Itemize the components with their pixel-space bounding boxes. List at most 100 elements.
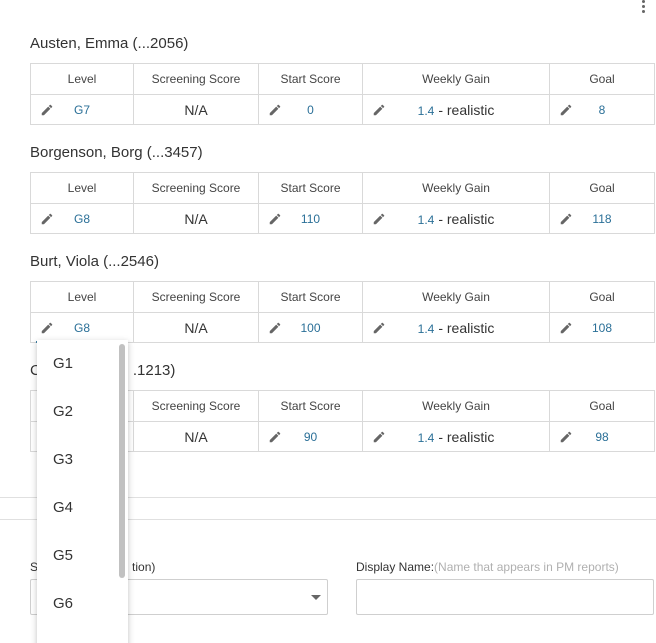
goal-cell[interactable]: 8 — [549, 94, 655, 125]
column-header-screening-score: Screening Score — [133, 390, 259, 422]
level-cell[interactable]: G7 — [30, 94, 134, 125]
weekly-gain-cell[interactable]: 1.4- realistic — [362, 312, 550, 343]
caret-down-icon[interactable] — [311, 595, 321, 600]
goal-value[interactable]: 118 — [592, 212, 612, 226]
goal-cell[interactable]: 118 — [549, 203, 655, 234]
dropdown-option-g3[interactable]: G3 — [53, 451, 74, 468]
pencil-icon[interactable] — [372, 430, 386, 444]
screening-score-value: N/A — [184, 210, 208, 227]
pencil-icon[interactable] — [559, 103, 573, 117]
pencil-icon[interactable] — [40, 103, 54, 117]
weekly-gain-suffix: - realistic — [438, 319, 495, 336]
pencil-icon[interactable] — [268, 430, 282, 444]
pencil-icon[interactable] — [372, 212, 386, 226]
weekly-gain-value[interactable]: 1.4 — [417, 103, 435, 118]
weekly-gain-suffix: - realistic — [438, 428, 495, 445]
table-header-row: Level Screening Score Start Score Weekly… — [30, 172, 655, 204]
column-header-screening-score: Screening Score — [133, 63, 259, 95]
section-divider — [0, 519, 656, 520]
level-cell-active[interactable]: G8 — [30, 312, 134, 343]
more-options-icon[interactable] — [638, 0, 650, 14]
goal-cell[interactable]: 98 — [549, 421, 655, 452]
start-score-cell[interactable]: 90 — [258, 421, 363, 452]
level-value[interactable]: G7 — [73, 103, 90, 117]
weekly-gain-cell[interactable]: 1.4- realistic — [362, 203, 550, 234]
column-header-weekly-gain: Weekly Gain — [362, 172, 550, 204]
section-divider — [0, 497, 656, 498]
column-header-start-score: Start Score — [258, 390, 363, 422]
pencil-icon[interactable] — [372, 103, 386, 117]
level-select-value[interactable]: G8 — [73, 321, 90, 335]
pencil-icon[interactable] — [268, 212, 282, 226]
start-score-value[interactable]: 0 — [307, 103, 314, 117]
column-header-weekly-gain: Weekly Gain — [362, 390, 550, 422]
dropdown-option-g4[interactable]: G4 — [53, 499, 74, 516]
screening-score-value: N/A — [184, 319, 208, 336]
weekly-gain-suffix: - realistic — [438, 101, 495, 118]
screening-score-cell: N/A — [133, 421, 259, 452]
screening-score-cell: N/A — [133, 312, 259, 343]
table-row: N/A 90 1.4- realistic 98 — [30, 421, 655, 452]
weekly-gain-suffix: - realistic — [438, 210, 495, 227]
student-name: Austen, Emma (...2056) — [30, 35, 189, 52]
dropdown-option-g6[interactable]: G6 — [53, 595, 74, 612]
display-name-hint: (Name that appears in PM reports) — [434, 560, 619, 574]
column-header-screening-score: Screening Score — [133, 172, 259, 204]
column-header-start-score: Start Score — [258, 63, 363, 95]
student-name-start: C — [30, 362, 41, 379]
pencil-icon[interactable] — [40, 212, 54, 226]
student-name: Burt, Viola (...2546) — [30, 253, 159, 270]
pencil-icon[interactable] — [559, 430, 573, 444]
column-header-level: Level — [30, 172, 134, 204]
screening-score-cell: N/A — [133, 94, 259, 125]
goal-value[interactable]: 98 — [595, 430, 609, 444]
display-name-input[interactable] — [356, 579, 654, 615]
display-name-label: Display Name:(Name that appears in PM re… — [356, 560, 619, 574]
column-header-goal: Goal — [549, 390, 655, 422]
weekly-gain-value[interactable]: 1.4 — [417, 430, 435, 445]
start-score-value[interactable]: 110 — [300, 212, 321, 226]
table-header-row: Level Screening Score Start Score Weekly… — [30, 281, 655, 313]
screening-score-value: N/A — [184, 428, 208, 445]
start-score-cell[interactable]: 0 — [258, 94, 363, 125]
table-row: G8 N/A 110 1.4- realistic 118 — [30, 203, 655, 234]
dropdown-option-g2[interactable]: G2 — [53, 403, 74, 420]
table-row: G7 N/A 0 1.4- realistic 8 — [30, 94, 655, 125]
column-header-start-score: Start Score — [258, 172, 363, 204]
weekly-gain-cell[interactable]: 1.4- realistic — [362, 421, 550, 452]
weekly-gain-value[interactable]: 1.4 — [417, 212, 435, 227]
dropdown-scrollbar[interactable] — [119, 344, 125, 578]
column-header-screening-score: Screening Score — [133, 281, 259, 313]
column-header-goal: Goal — [549, 172, 655, 204]
column-header-level: Level — [30, 63, 134, 95]
pencil-icon[interactable] — [40, 321, 54, 335]
level-cell[interactable]: G8 — [30, 203, 134, 234]
pencil-icon[interactable] — [372, 321, 386, 335]
screening-score-value: N/A — [184, 101, 208, 118]
level-dropdown-menu[interactable]: G1 G2 G3 G4 G5 G6 — [37, 340, 128, 643]
pencil-icon[interactable] — [268, 321, 282, 335]
goal-value[interactable]: 8 — [598, 103, 606, 117]
pencil-icon[interactable] — [559, 321, 573, 335]
start-score-cell[interactable]: 110 — [258, 203, 363, 234]
weekly-gain-cell[interactable]: 1.4- realistic — [362, 94, 550, 125]
goal-table: Level Screening Score Start Score Weekly… — [30, 63, 655, 125]
goal-value[interactable]: 108 — [591, 321, 613, 335]
dropdown-option-g1[interactable]: G1 — [53, 355, 74, 372]
pencil-icon[interactable] — [268, 103, 282, 117]
student-name-end: .1213) — [132, 362, 176, 379]
start-score-value[interactable]: 100 — [300, 321, 321, 335]
goal-cell[interactable]: 108 — [549, 312, 655, 343]
column-header-goal: Goal — [549, 63, 655, 95]
column-header-start-score: Start Score — [258, 281, 363, 313]
level-value[interactable]: G8 — [73, 212, 90, 226]
column-header-weekly-gain: Weekly Gain — [362, 63, 550, 95]
start-score-value[interactable]: 90 — [303, 430, 318, 444]
pencil-icon[interactable] — [559, 212, 573, 226]
weekly-gain-value[interactable]: 1.4 — [417, 321, 435, 336]
start-score-cell[interactable]: 100 — [258, 312, 363, 343]
table-row: G8 N/A 100 1.4- realistic 108 — [30, 312, 655, 343]
dropdown-option-g5[interactable]: G5 — [53, 547, 74, 564]
goal-table: Level Screening Score Start Score Weekly… — [30, 281, 655, 343]
